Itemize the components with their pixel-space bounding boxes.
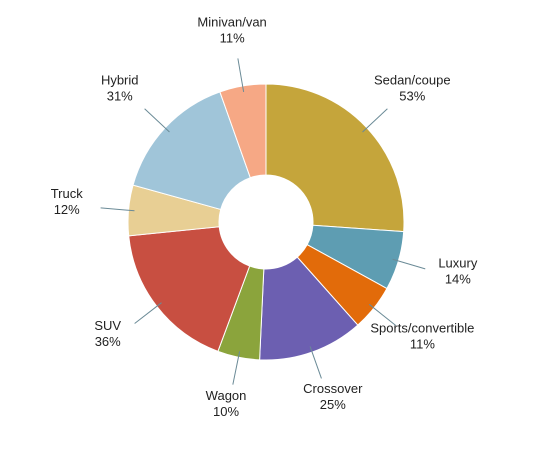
value-label: 11% bbox=[410, 336, 435, 351]
value-label: 14% bbox=[445, 272, 471, 287]
slice-label: Hybrid 31% bbox=[101, 72, 139, 103]
category-label: SUV bbox=[94, 318, 121, 333]
slice bbox=[132, 91, 251, 211]
category-label: Truck bbox=[51, 186, 84, 201]
category-label: Minivan/van bbox=[197, 15, 266, 30]
category-label: Crossover bbox=[303, 381, 363, 396]
slice bbox=[128, 226, 251, 352]
leader-line bbox=[362, 108, 388, 133]
leader-line bbox=[232, 351, 241, 385]
leader-line bbox=[237, 58, 245, 92]
category-label: Luxury bbox=[438, 256, 478, 271]
slice-label: Minivan/van 11% bbox=[197, 15, 266, 46]
value-label: 12% bbox=[54, 202, 80, 217]
value-label: 25% bbox=[320, 397, 346, 412]
leader-line bbox=[144, 108, 170, 133]
leader-line bbox=[368, 303, 397, 326]
category-label: Wagon bbox=[206, 388, 247, 403]
slice-label: Sedan/coupe 53% bbox=[374, 72, 451, 103]
slice-label: Wagon 10% bbox=[206, 388, 247, 419]
category-label: Sports/convertible bbox=[370, 320, 474, 335]
value-label: 53% bbox=[399, 88, 425, 103]
category-label: Hybrid bbox=[101, 72, 139, 87]
slice bbox=[219, 83, 267, 179]
category-label: Sedan/coupe bbox=[374, 72, 451, 87]
slice-label: Truck 12% bbox=[51, 186, 84, 217]
value-label: 36% bbox=[95, 334, 121, 349]
value-label: 10% bbox=[213, 404, 239, 419]
leader-line bbox=[309, 346, 322, 379]
slice-label: Sports/convertible 11% bbox=[370, 320, 474, 351]
slice bbox=[265, 83, 405, 233]
leader-line bbox=[392, 258, 426, 270]
leader-line bbox=[134, 302, 162, 324]
slice-label: Crossover 25% bbox=[303, 381, 363, 412]
slice-label: Luxury 14% bbox=[438, 256, 478, 287]
value-label: 11% bbox=[220, 31, 245, 46]
value-label: 31% bbox=[107, 88, 133, 103]
slice-label: SUV 36% bbox=[94, 318, 121, 349]
leader-line bbox=[100, 207, 135, 212]
